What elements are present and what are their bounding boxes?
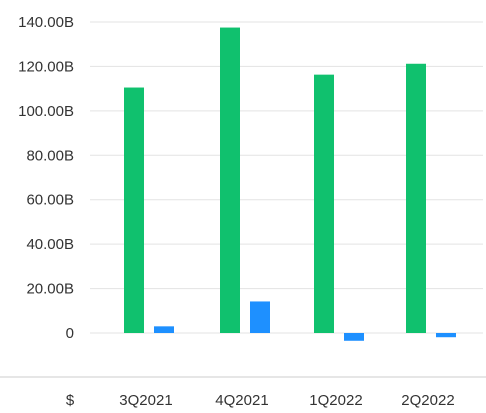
y-tick-label-0: 140.00B — [18, 14, 74, 31]
bars — [124, 27, 456, 341]
bar-series1-1Q2022[interactable] — [314, 74, 334, 333]
y-tick-label-5: 40.00B — [26, 236, 74, 253]
bar-series2-3Q2021[interactable] — [154, 326, 174, 333]
y-tick-label-7: 0 — [66, 325, 74, 342]
bar-series1-3Q2021[interactable] — [124, 87, 144, 334]
gridlines — [90, 21, 483, 334]
x-tick-label-4Q2021: 4Q2021 — [215, 392, 268, 409]
bar-series2-1Q2022[interactable] — [344, 333, 364, 341]
bar-series1-4Q2021[interactable] — [220, 27, 240, 334]
x-tick-label-1Q2022: 1Q2022 — [309, 392, 362, 409]
y-tick-label-1: 120.00B — [18, 58, 74, 75]
bar-series2-2Q2022[interactable] — [436, 333, 456, 338]
x-tick-label-2Q2022: 2Q2022 — [401, 392, 454, 409]
y-tick-label-2: 100.00B — [18, 103, 74, 120]
bar-series2-4Q2021[interactable] — [250, 301, 270, 333]
x-tick-label-3Q2021: 3Q2021 — [119, 392, 172, 409]
bar-series1-2Q2022[interactable] — [406, 63, 426, 334]
y-tick-label-6: 20.00B — [26, 281, 74, 298]
currency-symbol: $ — [66, 392, 75, 409]
y-tick-label-4: 60.00B — [26, 192, 74, 209]
y-tick-label-3: 80.00B — [26, 147, 74, 164]
axis-labels: 140.00B 120.00B 100.00B 80.00B 60.00B 40.00B 2… — [18, 14, 455, 409]
